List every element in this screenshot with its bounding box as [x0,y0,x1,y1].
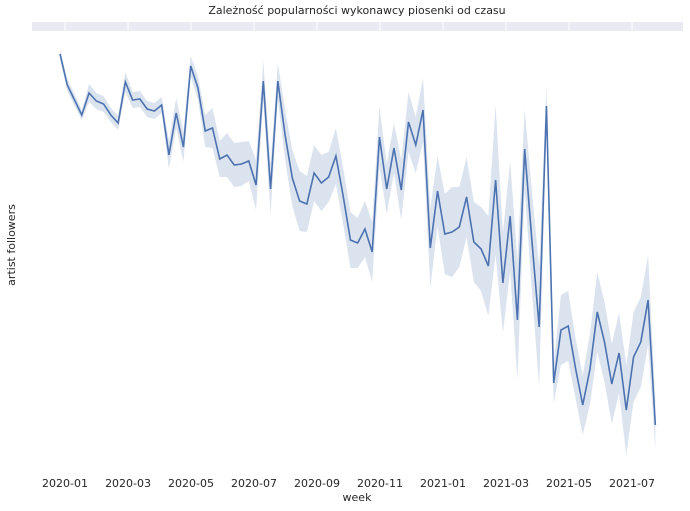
x-tick-label: 2020-11 [357,477,403,490]
x-tick-label: 2021-01 [420,477,466,490]
confidence-band [60,49,656,455]
plot-strip [32,22,683,31]
x-tick-label: 2020-07 [231,477,277,490]
x-tick-label: 2020-03 [105,477,151,490]
line [59,53,657,426]
chart-title: Zależność popularności wykonawcy piosenk… [208,4,505,17]
x-tick-label: 2020-01 [42,477,88,490]
x-tick-label: 2021-03 [483,477,529,490]
y-axis-label: artist followers [5,204,18,286]
x-axis-label: week [343,491,373,504]
x-tick-label: 2020-05 [168,477,214,490]
x-tick-label: 2021-07 [609,477,655,490]
x-tick-label: 2021-05 [546,477,592,490]
x-tick-label: 2020-09 [294,477,340,490]
